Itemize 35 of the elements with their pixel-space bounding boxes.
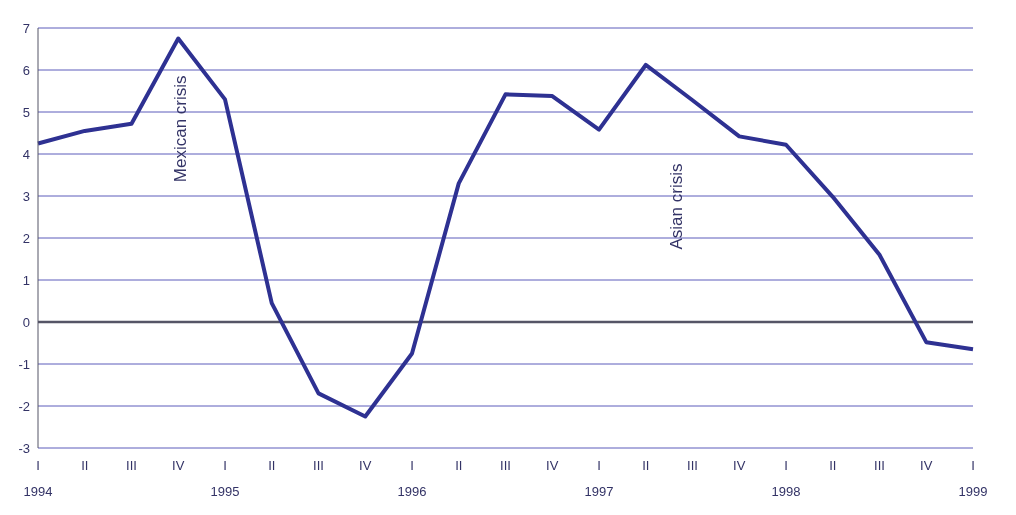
y-tick-label: 4 bbox=[22, 146, 30, 162]
y-tick-label: 7 bbox=[22, 20, 30, 36]
annotation: Mexican crisis bbox=[170, 75, 190, 183]
y-tick-label: -1 bbox=[18, 356, 30, 372]
x-tick-label: III bbox=[313, 458, 324, 473]
x-tick-label: II bbox=[642, 458, 650, 473]
y-tick-label: -2 bbox=[18, 398, 30, 414]
x-tick-label: II bbox=[268, 458, 276, 473]
x-tick-label: I 1997 bbox=[584, 458, 614, 499]
y-tick-label: -3 bbox=[18, 440, 30, 456]
x-tick-label: IV bbox=[172, 458, 185, 473]
x-tick-label: IV bbox=[546, 458, 559, 473]
annotation: Asian crisis bbox=[667, 163, 687, 250]
y-tick-label: 5 bbox=[22, 104, 30, 120]
x-tick-label: II bbox=[829, 458, 837, 473]
x-tick-label: III bbox=[500, 458, 511, 473]
y-tick-label: 1 bbox=[22, 272, 30, 288]
x-tick-label: I 1994 bbox=[23, 458, 53, 499]
y-tick-label: 6 bbox=[22, 62, 30, 78]
x-tick-label: II bbox=[81, 458, 89, 473]
x-tick-label: I 1998 bbox=[771, 458, 801, 499]
x-tick-label: III bbox=[687, 458, 698, 473]
x-tick-label: III bbox=[874, 458, 885, 473]
line-series bbox=[36, 36, 975, 419]
y-tick-label: 3 bbox=[22, 188, 30, 204]
x-tick-label: I 1995 bbox=[210, 458, 240, 499]
x-tick-label: IV bbox=[920, 458, 933, 473]
y-tick-label: 0 bbox=[22, 314, 30, 330]
x-tick-label: IV bbox=[359, 458, 372, 473]
x-tick-label: I 1996 bbox=[397, 458, 427, 499]
x-tick-label: II bbox=[455, 458, 463, 473]
x-tick-label: IV bbox=[733, 458, 746, 473]
y-tick-label: 2 bbox=[22, 230, 30, 246]
x-tick-label: I 1999 bbox=[958, 458, 988, 499]
x-tick-label: III bbox=[126, 458, 137, 473]
